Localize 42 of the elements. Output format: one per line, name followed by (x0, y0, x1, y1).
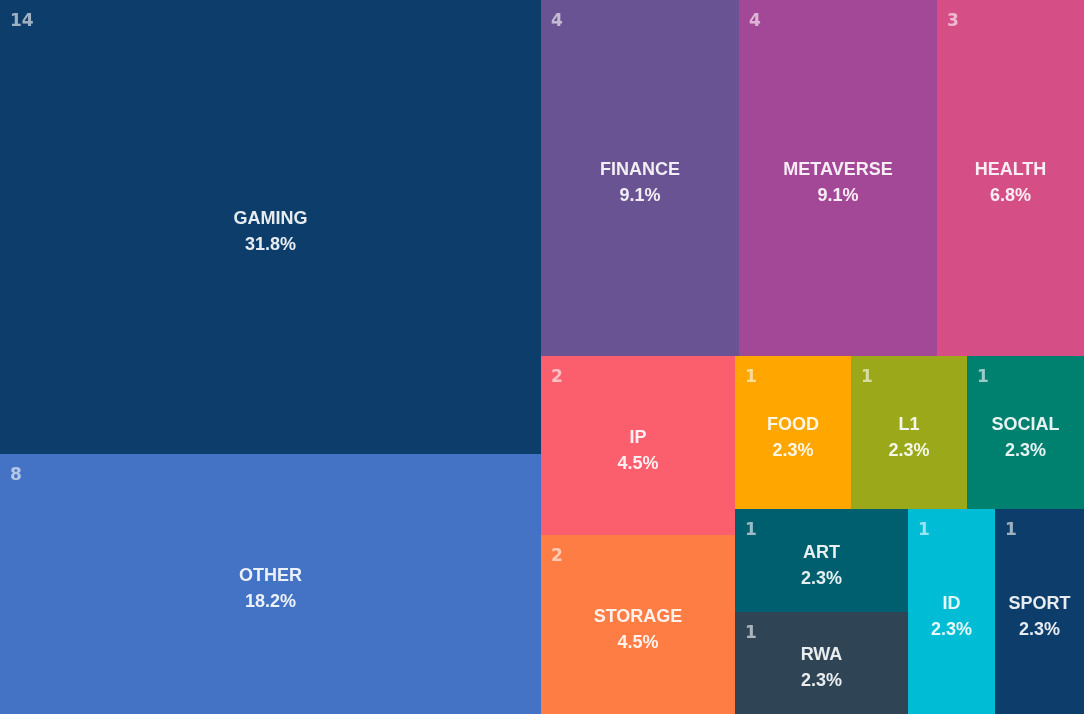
data-label: 2.3% (930, 618, 973, 639)
data-label: 9.1% (619, 185, 661, 205)
data-label: 18.2% (244, 591, 297, 611)
text: 1 (1005, 519, 1017, 539)
data-label: 2.3% (772, 439, 814, 460)
category-label: STORAGE (593, 605, 683, 626)
text: 2 (551, 366, 563, 386)
text: 1 (861, 366, 873, 386)
category-label: ART (803, 541, 840, 562)
category-label: RWA (800, 644, 843, 664)
category-label: OTHER (239, 565, 302, 585)
text: 2 (551, 545, 563, 565)
category-label: FINANCE (600, 159, 680, 179)
text: 1 (745, 366, 757, 386)
data-label: 2.3% (888, 439, 930, 460)
category-label: HEALTH (974, 159, 1047, 179)
text: 1 (918, 519, 930, 539)
data-label: 9.1% (817, 185, 859, 205)
data-label: 31.8% (244, 234, 297, 254)
category-label: SOCIAL (991, 413, 1060, 434)
category-label: IP (629, 426, 647, 447)
text: 1 (977, 366, 989, 386)
text: 14 (10, 10, 34, 30)
data-label: 2.3% (800, 567, 843, 588)
data-label: 6.8% (989, 185, 1032, 205)
category-label: L1 (898, 413, 920, 434)
text: 1 (745, 519, 757, 539)
data-label: 2.3% (800, 670, 843, 690)
category-label: FOOD (767, 413, 819, 434)
text: 1 (745, 622, 757, 642)
data-label: 4.5% (617, 452, 659, 473)
category-label: SPORT (1008, 592, 1071, 613)
text: 3 (947, 10, 959, 30)
category-label: GAMING (233, 208, 308, 228)
text: 4 (749, 10, 761, 30)
data-label: 2.3% (1018, 618, 1061, 639)
data-label: 4.5% (617, 631, 659, 652)
category-label: METAVERSE (783, 159, 893, 179)
text: 8 (10, 464, 22, 484)
data-label: 2.3% (1004, 439, 1047, 460)
category-label: ID (942, 592, 961, 613)
text: 4 (551, 10, 563, 30)
